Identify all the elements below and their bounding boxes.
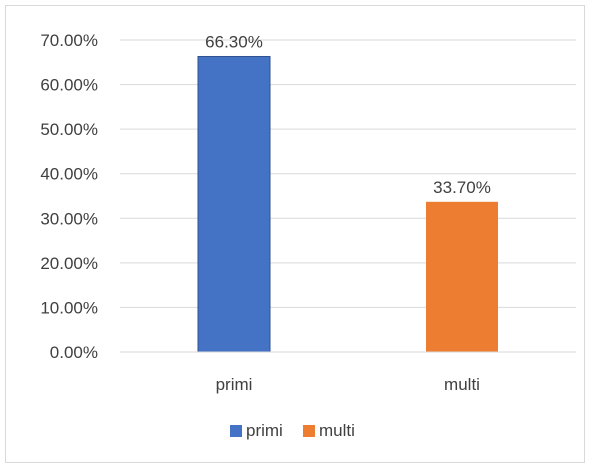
y-tick-label: 10.00%: [40, 298, 98, 317]
y-tick-label: 30.00%: [40, 209, 98, 228]
bar-chart: 0.00% 10.00% 20.00% 30.00% 40.00% 50.00% 60.00…: [40, 31, 576, 440]
y-tick-label: 70.00%: [40, 31, 98, 50]
data-label-primi: 66.30%: [205, 32, 263, 51]
gridlines: [120, 39, 576, 308]
data-label-multi: 33.70%: [433, 178, 491, 197]
legend-swatch-primi[interactable]: [230, 425, 242, 437]
x-axis-tick-labels: primi multi: [216, 375, 480, 394]
y-tick-label: 0.00%: [50, 343, 98, 362]
legend-label-multi[interactable]: multi: [319, 421, 355, 440]
legend-swatch-multi[interactable]: [303, 425, 315, 437]
y-axis-tick-labels: 0.00% 10.00% 20.00% 30.00% 40.00% 50.00% 60.00…: [40, 31, 98, 362]
chart-frame: 0.00% 10.00% 20.00% 30.00% 40.00% 50.00% 60.00…: [5, 5, 585, 463]
legend-label-primi[interactable]: primi: [246, 421, 283, 440]
legend[interactable]: primi multi: [230, 421, 355, 440]
bar-primi[interactable]: [197, 55, 271, 353]
y-tick-label: 20.00%: [40, 254, 98, 273]
y-tick-label: 40.00%: [40, 165, 98, 184]
y-tick-label: 50.00%: [40, 120, 98, 139]
bar-multi[interactable]: [426, 201, 498, 352]
y-tick-label: 60.00%: [40, 76, 98, 95]
x-tick-label-multi: multi: [444, 375, 480, 394]
data-labels: 66.30% 33.70%: [205, 32, 491, 196]
x-tick-label-primi: primi: [216, 375, 253, 394]
